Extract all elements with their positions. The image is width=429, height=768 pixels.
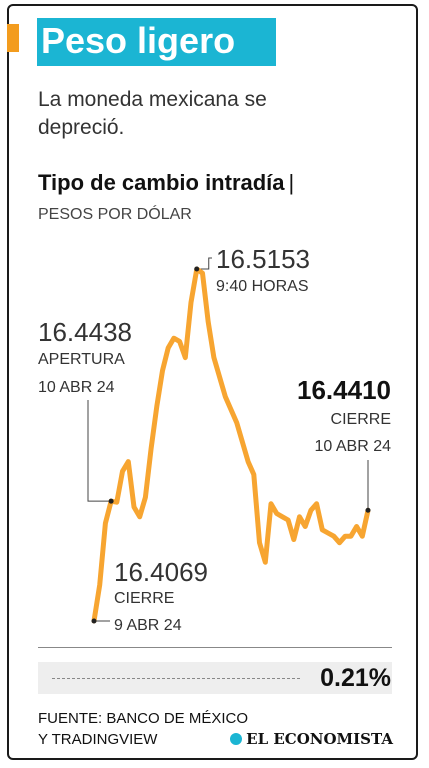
open-leader (87, 400, 112, 502)
close-value: 16.4410 (297, 375, 391, 405)
chart-title: Tipo de cambio intradía | (38, 170, 294, 196)
prev-close-date: 9 ABR 24 (114, 617, 182, 634)
subtitle: La moneda mexicana se depreció. (38, 88, 267, 139)
prev-close-label: CIERRE (114, 590, 175, 607)
open-marker (108, 498, 114, 504)
close-label: CIERRE (330, 411, 391, 428)
series-line-peso (91, 266, 371, 624)
accent-bar (7, 24, 19, 52)
prev-close-value: 16.4069 (114, 557, 208, 587)
page-title: Peso ligero (37, 18, 276, 66)
peak-value: 16.5153 (216, 244, 310, 274)
change-bar-dashline (52, 678, 300, 679)
open-label: APERTURA (38, 351, 125, 368)
open-value: 16.4438 (38, 317, 132, 347)
close-marker (365, 507, 371, 513)
chart-title-text: Tipo de cambio intradía (38, 170, 285, 195)
peak-time: 9:40 HORAS (216, 278, 309, 295)
publisher-logo: EL ECONOMISTA (230, 730, 393, 748)
logo-icon (230, 733, 243, 745)
annotation-leaders (87, 257, 369, 622)
source-line-2: Y TRADINGVIEW (38, 731, 158, 748)
source-line-1: FUENTE: BANCO DE MÉXICO (38, 710, 249, 727)
divider (38, 647, 392, 648)
peak-marker (194, 266, 200, 272)
peak-leader (196, 257, 212, 270)
close-date: 10 ABR 24 (314, 438, 392, 455)
logo-text: EL ECONOMISTA (246, 730, 393, 748)
change-percent: 0.21% (320, 664, 391, 692)
chart-units: PESOS POR DÓLAR (38, 206, 192, 223)
annotation-markers (91, 266, 371, 624)
chart-title-separator: | (288, 170, 295, 195)
open-date: 10 ABR 24 (38, 379, 115, 396)
source-note: FUENTE: BANCO DE MÉXICO Y TRADINGVIEW (38, 708, 248, 750)
prev-close-marker (91, 618, 97, 624)
card-frame (7, 4, 418, 760)
